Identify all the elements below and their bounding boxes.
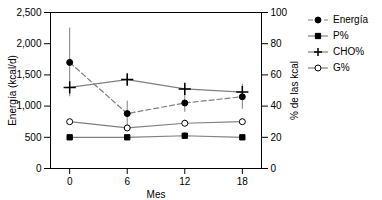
svg-text:80: 80 xyxy=(271,38,283,49)
svg-text:40: 40 xyxy=(271,100,283,111)
svg-text:1,500: 1,500 xyxy=(16,69,41,80)
svg-text:2,000: 2,000 xyxy=(16,38,41,49)
html-text:CHO%: CHO% xyxy=(333,46,365,57)
svg-text:0: 0 xyxy=(271,163,277,174)
svg-text:18: 18 xyxy=(237,176,249,187)
svg-text:500: 500 xyxy=(25,132,42,143)
html-text:G%: G% xyxy=(333,62,350,73)
svg-text:Mes: Mes xyxy=(147,189,166,200)
svg-text:0: 0 xyxy=(67,176,73,187)
svg-text:2,500: 2,500 xyxy=(16,7,41,18)
svg-text:1,000: 1,000 xyxy=(16,100,41,111)
html-text:Energía: Energía xyxy=(333,14,368,25)
svg-text:12: 12 xyxy=(179,176,191,187)
svg-text:% de las kcal: % de las kcal xyxy=(289,61,300,120)
html-text:P%: P% xyxy=(333,30,349,41)
svg-text:60: 60 xyxy=(271,69,283,80)
svg-text:100: 100 xyxy=(271,7,288,18)
svg-text:20: 20 xyxy=(271,132,283,143)
svg-text:6: 6 xyxy=(124,176,130,187)
svg-text:0: 0 xyxy=(36,163,42,174)
svg-text:Energía (kcal/d): Energía (kcal/d) xyxy=(7,55,18,126)
